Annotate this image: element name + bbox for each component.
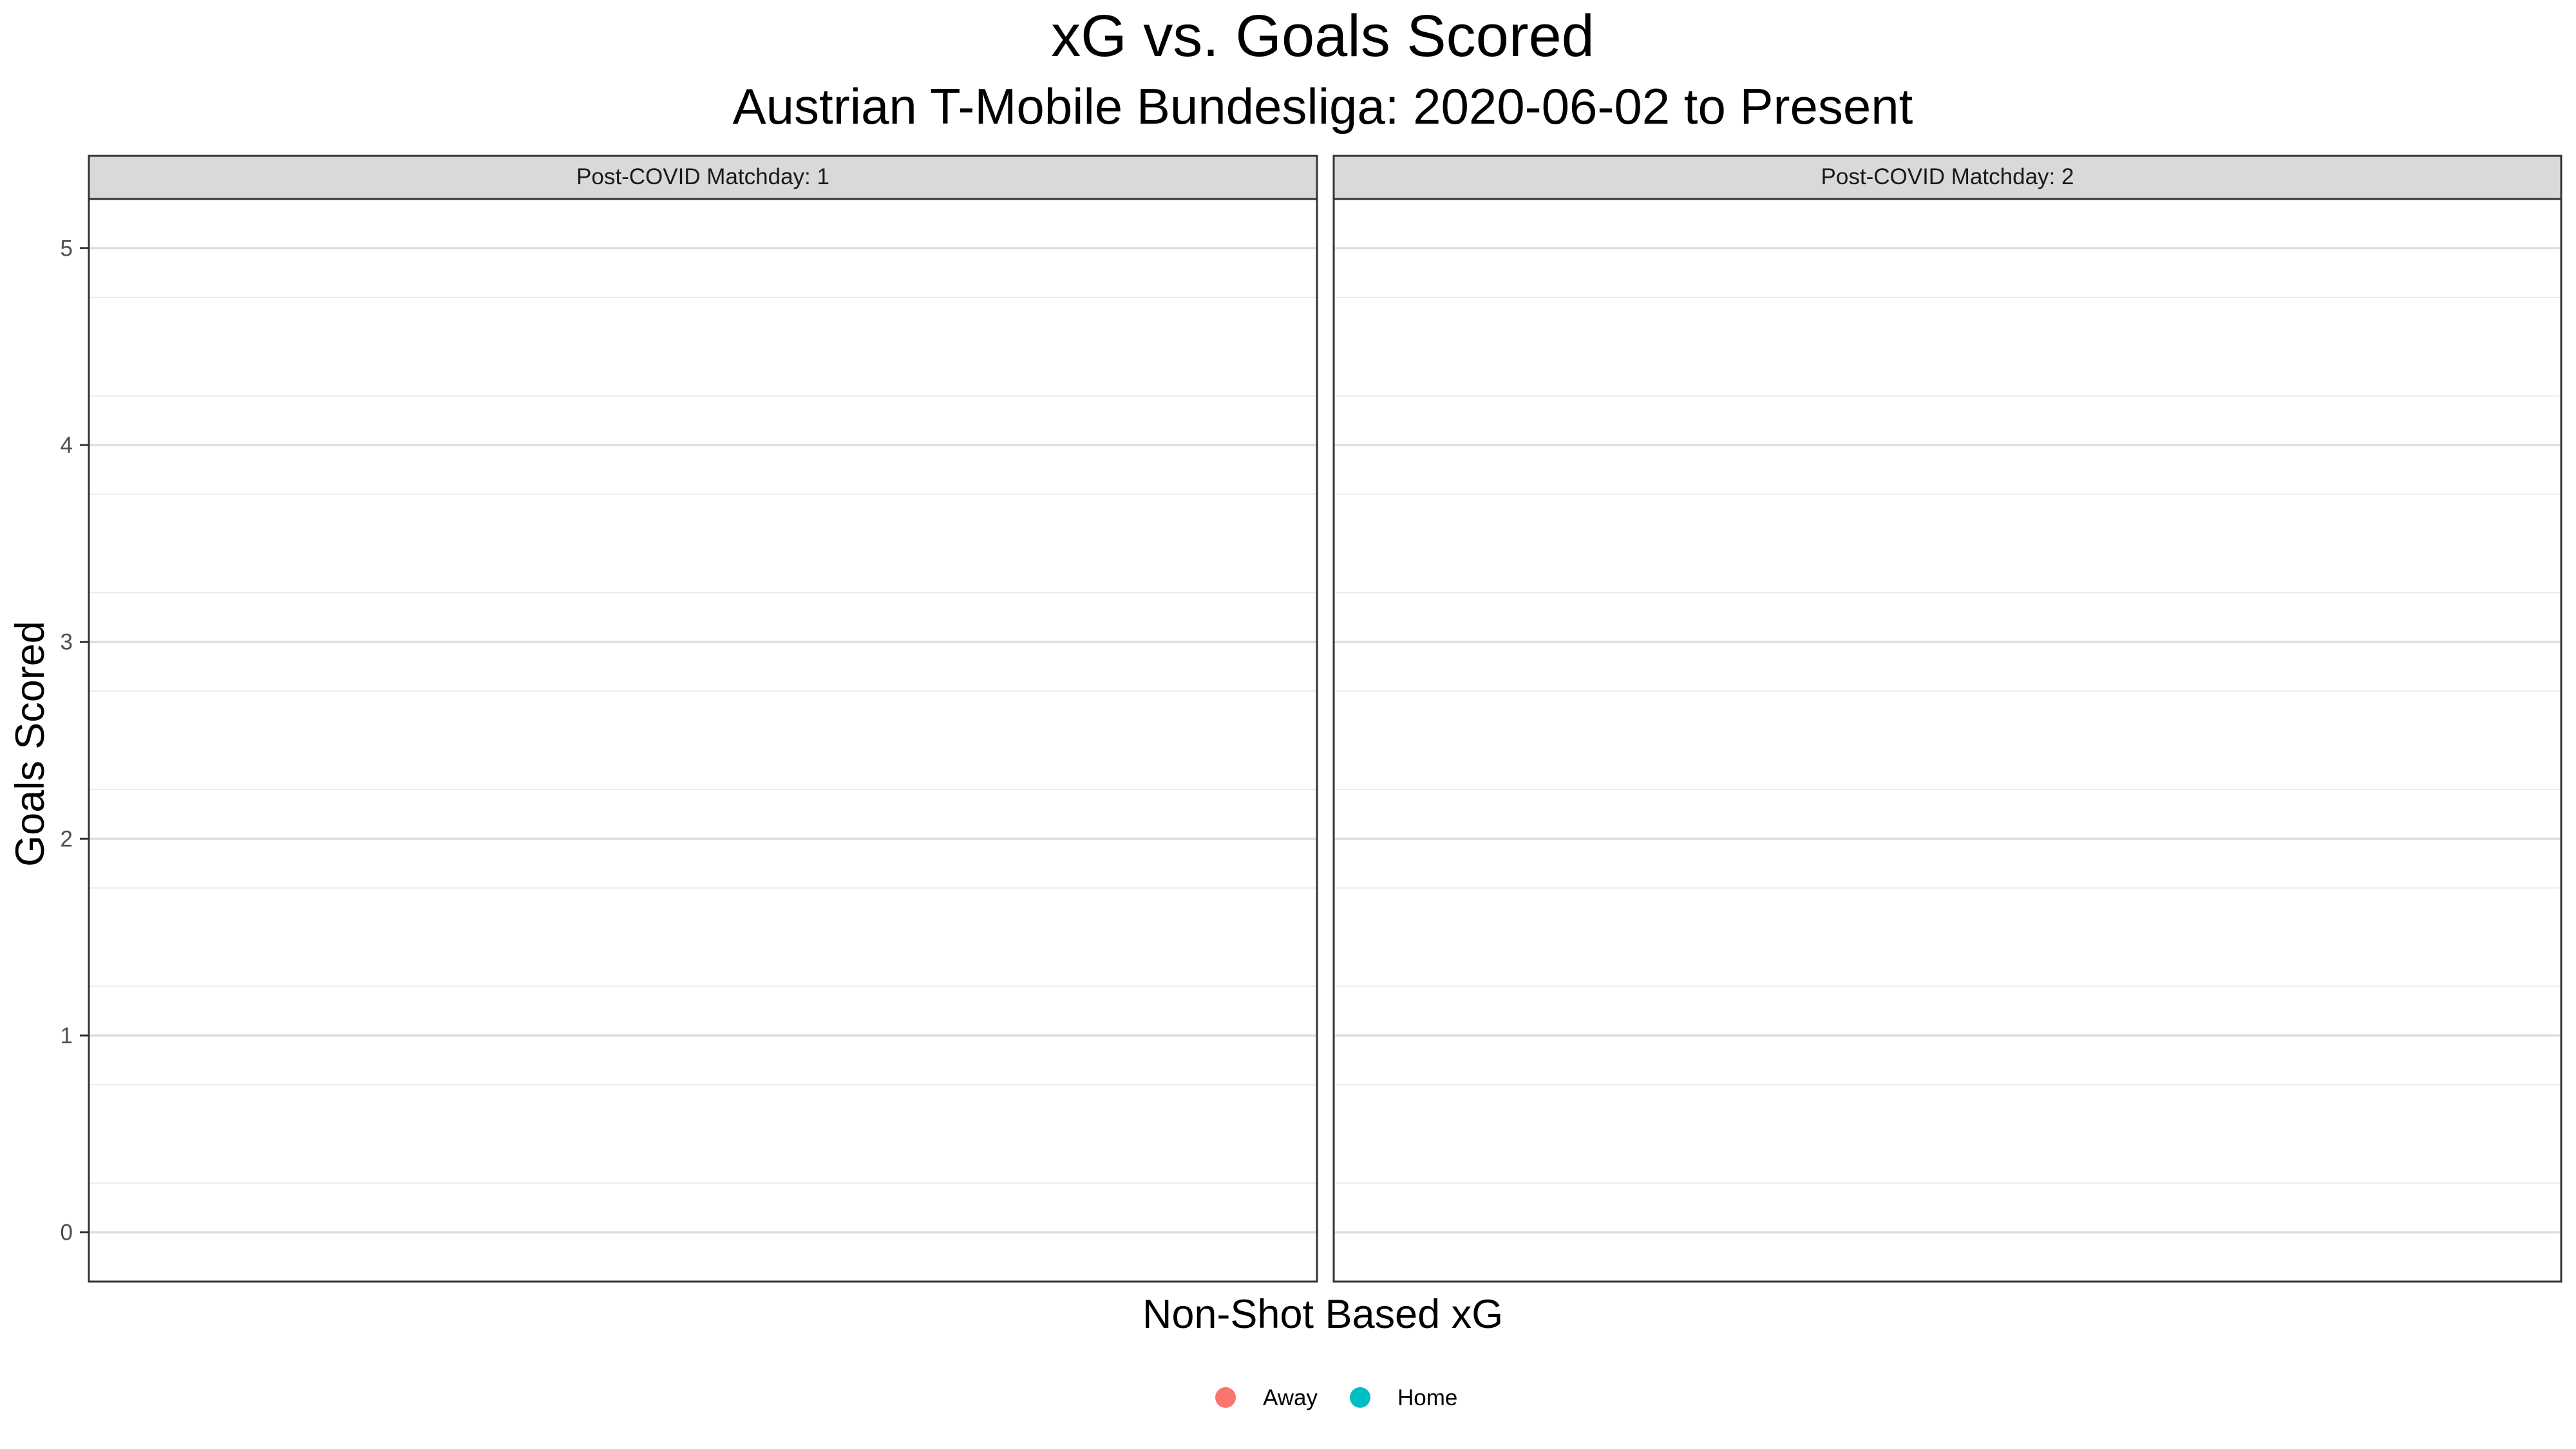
y-tick-label: 0 xyxy=(61,1220,73,1245)
x-axis-label: Non-Shot Based xG xyxy=(1142,1292,1503,1337)
y-tick-label: 2 xyxy=(61,826,73,851)
legend-swatch-home xyxy=(1350,1387,1370,1408)
chart-title: xG vs. Goals Scored xyxy=(1051,3,1595,69)
facet-panel-1: Post-COVID Matchday: 1 xyxy=(88,155,1318,1283)
chart-subtitle: Austrian T-Mobile Bundesliga: 2020-06-02… xyxy=(733,78,1913,135)
legend-swatch-away xyxy=(1215,1387,1236,1408)
y-tick-label: 1 xyxy=(61,1023,73,1048)
facet-strip xyxy=(88,155,1318,200)
y-axis: 0 1 2 3 4 5 xyxy=(61,236,89,1245)
facet-panel-2: Post-COVID Matchday: 2 xyxy=(1332,155,2562,1283)
y-tick-label: 3 xyxy=(61,630,73,655)
facet-panels: Post-COVID Matchday: 1 Post-COVID Matchda… xyxy=(61,155,2562,1283)
facet-strip-label: Post-COVID Matchday: 2 xyxy=(1821,164,2074,189)
panel-background xyxy=(89,199,1317,1282)
y-tick-label: 5 xyxy=(61,236,73,261)
panel-background xyxy=(1334,199,2561,1282)
legend: Away Home xyxy=(1215,1385,1457,1410)
legend-label-away: Away xyxy=(1263,1385,1318,1410)
facet-strip-label: Post-COVID Matchday: 1 xyxy=(576,164,829,189)
legend-label-home: Home xyxy=(1397,1385,1457,1410)
y-axis-label: Goals Scored xyxy=(8,621,53,867)
facet-strip xyxy=(1332,155,2562,200)
y-tick-label: 4 xyxy=(61,433,73,458)
